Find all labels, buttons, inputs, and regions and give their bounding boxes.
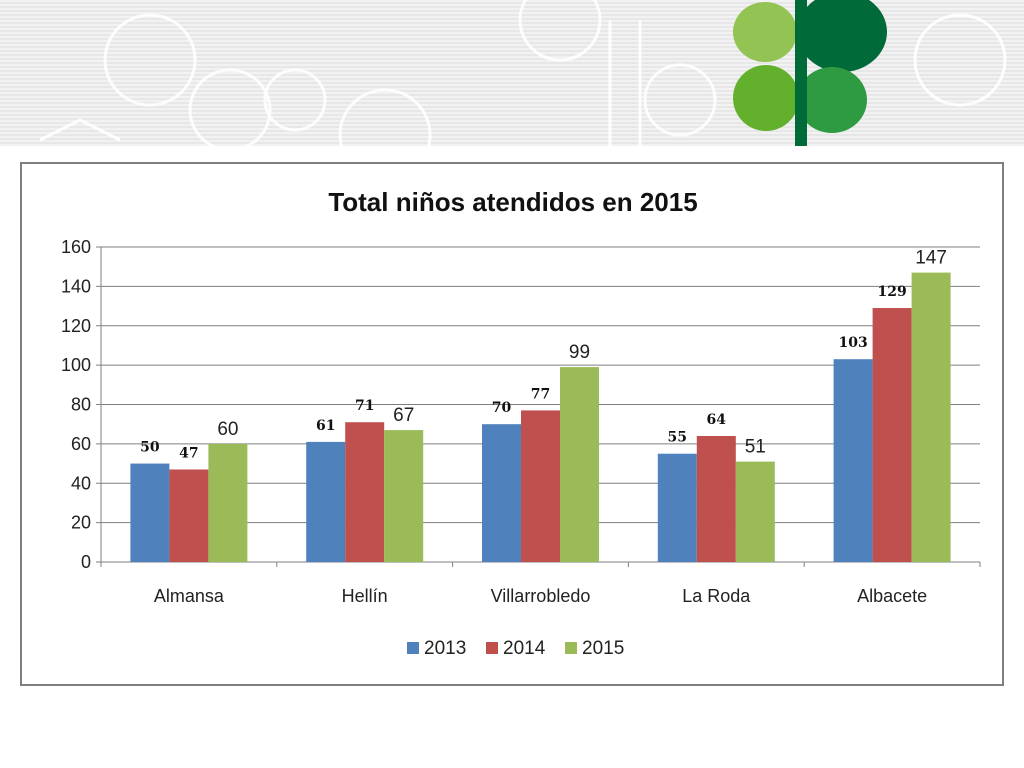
data-label: 103 — [838, 335, 867, 351]
y-tick-label: 140 — [61, 276, 91, 296]
y-tick-label: 80 — [71, 395, 91, 415]
data-label: 55 — [668, 430, 687, 446]
data-label: 71 — [355, 398, 374, 414]
bar-2013-La Roda — [657, 453, 697, 562]
bar-2014-Villarrobledo — [521, 410, 560, 562]
bar-2014-La Roda — [696, 436, 736, 562]
legend-label-2013: 2013 — [424, 638, 466, 659]
logo-leaf-top-left — [733, 2, 797, 62]
header-banner — [0, 0, 1024, 146]
bar-2013-Albacete — [833, 359, 873, 562]
x-tick-label: Albacete — [857, 586, 927, 606]
logo-leaf-bottom-left — [733, 65, 799, 131]
bar-2013-Hellín — [306, 441, 346, 562]
y-tick-label: 60 — [71, 434, 91, 454]
data-label: 129 — [877, 284, 906, 300]
data-label: 50 — [140, 440, 160, 456]
data-label: 70 — [492, 400, 512, 416]
data-label: 60 — [217, 419, 238, 440]
y-tick-label: 20 — [71, 513, 91, 533]
x-tick-label: Hellín — [342, 586, 388, 606]
bar-2014-Almansa — [169, 469, 209, 562]
bar-2015-Villarrobledo — [560, 367, 599, 562]
bar-2013-Almansa — [130, 463, 170, 562]
logo-leaf-top-right — [797, 0, 887, 72]
data-label: 67 — [393, 405, 414, 426]
legend-swatch-2015 — [565, 642, 577, 654]
bar-2014-Albacete — [872, 308, 912, 562]
logo-stem — [795, 0, 807, 146]
y-tick-label: 120 — [61, 316, 91, 336]
logo-leaf-bottom-right — [797, 67, 867, 133]
chart-frame: Total niños atendidos en 2015 0 20 40 60 80 1… — [20, 162, 1004, 686]
data-label: 99 — [569, 342, 590, 363]
data-labels: 50 47 60 61 71 67 70 77 99 55 64 51 103 129 147 — [140, 248, 947, 462]
data-label: 51 — [745, 437, 766, 458]
x-tick-label: La Roda — [682, 586, 751, 606]
axes: 0 20 40 60 80 100 120 140 160 Almansa Hellín Villar… — [61, 237, 981, 606]
bar-2015-La Roda — [735, 461, 775, 562]
bar-2015-Almansa — [208, 443, 248, 562]
y-tick-label: 0 — [81, 552, 91, 572]
banner-art — [39, 0, 1007, 146]
clover-logo-icon — [733, 0, 887, 146]
chart-title: Total niños atendidos en 2015 — [328, 187, 697, 217]
legend-swatch-2014 — [486, 642, 498, 654]
legend: 2013 2014 2015 — [407, 638, 624, 659]
data-label: 47 — [179, 445, 198, 461]
bars — [130, 272, 951, 562]
bar-2014-Hellín — [345, 422, 385, 562]
data-label: 61 — [316, 418, 335, 434]
data-label: 147 — [915, 248, 947, 269]
bar-chart: Total niños atendidos en 2015 0 20 40 60 80 1… — [61, 187, 981, 659]
legend-label-2014: 2014 — [503, 638, 546, 659]
data-label: 64 — [707, 412, 727, 428]
x-tick-label: Almansa — [154, 586, 225, 606]
bar-2015-Albacete — [911, 272, 951, 562]
bar-2013-Villarrobledo — [482, 424, 521, 562]
legend-swatch-2013 — [407, 642, 419, 654]
x-tick-label: Villarrobledo — [491, 586, 591, 606]
y-tick-label: 40 — [71, 473, 91, 493]
legend-label-2015: 2015 — [582, 638, 624, 659]
y-tick-label: 160 — [61, 237, 91, 257]
background-clover-icon — [39, 0, 1007, 146]
bar-2015-Hellín — [384, 430, 424, 562]
data-label: 77 — [531, 386, 550, 402]
y-tick-label: 100 — [61, 355, 91, 375]
